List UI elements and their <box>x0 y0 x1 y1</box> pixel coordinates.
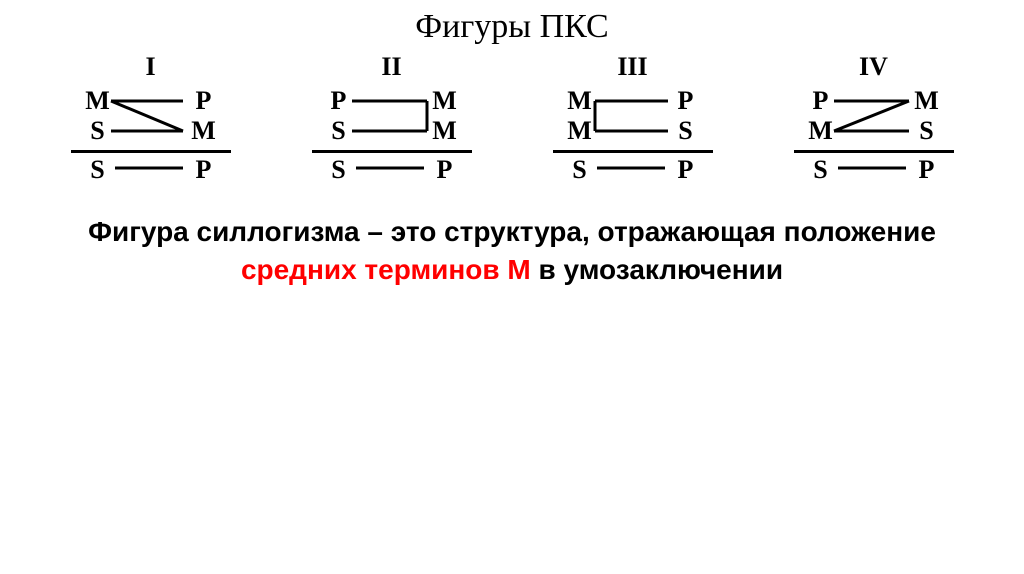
page-title: Фигуры ПКС <box>0 8 1024 46</box>
conclusion-left: S <box>324 155 354 185</box>
conclusion-left: S <box>83 155 113 185</box>
premise2-left: M <box>565 116 595 146</box>
premise1-left: P <box>806 86 836 116</box>
definition-part1: Фигура силлогизма – это структура, отраж… <box>88 216 936 247</box>
premise1-right: P <box>671 86 701 116</box>
conclusion-left: S <box>806 155 836 185</box>
premise2-left: S <box>83 116 113 146</box>
conclusion-left: S <box>565 155 595 185</box>
figure-numeral: IV <box>859 52 888 82</box>
premise1-left: M <box>83 86 113 116</box>
figure-4: IV P M M S S P <box>774 52 974 185</box>
premise1-right: M <box>912 86 942 116</box>
figure-numeral: II <box>381 52 401 82</box>
premise2-right: M <box>189 116 219 146</box>
definition-part2: в умозаключении <box>531 254 783 285</box>
premise2-right: M <box>430 116 460 146</box>
figure-2: II P M S M S P <box>292 52 492 185</box>
premise2-right: S <box>671 116 701 146</box>
conclusion-right: P <box>189 155 219 185</box>
definition-highlight: средних терминов M <box>241 254 531 285</box>
premise1-left: M <box>565 86 595 116</box>
premise1-right: M <box>430 86 460 116</box>
figure-3: III M P M S S P <box>533 52 733 185</box>
figure-numeral: III <box>617 52 647 82</box>
figure-1: I M P S M S P <box>51 52 251 185</box>
premise2-left: M <box>806 116 836 146</box>
figure-numeral: I <box>145 52 155 82</box>
premise2-left: S <box>324 116 354 146</box>
premise1-left: P <box>324 86 354 116</box>
conclusion-right: P <box>671 155 701 185</box>
premise2-right: S <box>912 116 942 146</box>
definition-text: Фигура силлогизма – это структура, отраж… <box>0 213 1024 289</box>
conclusion-right: P <box>912 155 942 185</box>
figures-row: I M P S M S P <box>0 52 1024 185</box>
conclusion-right: P <box>430 155 460 185</box>
premise1-right: P <box>189 86 219 116</box>
